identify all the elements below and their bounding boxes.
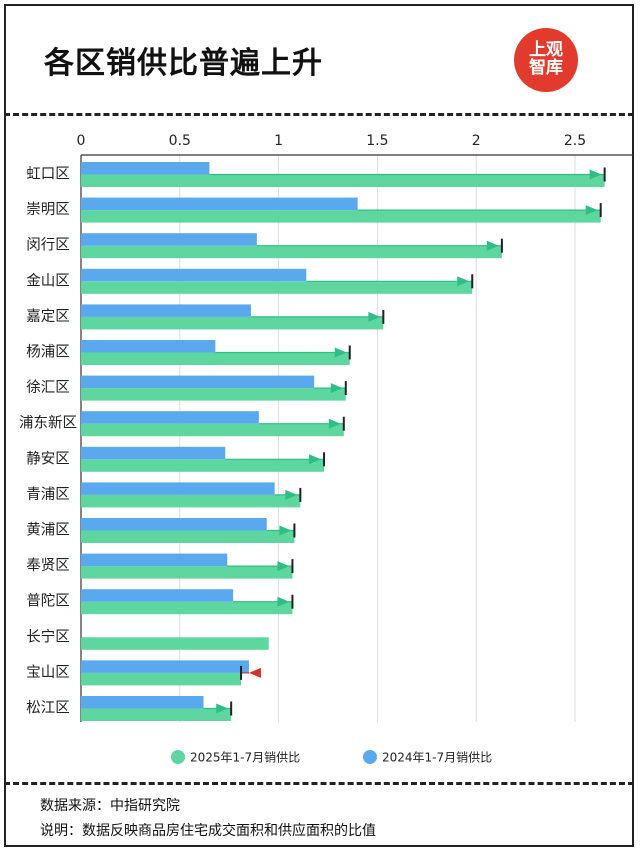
bottom-divider xyxy=(4,782,634,785)
legend-item-2025-marker xyxy=(171,750,185,764)
y-category-label: 闵行区 xyxy=(26,237,70,254)
bar-2025 xyxy=(81,494,301,508)
change-arrow-head xyxy=(330,383,343,394)
bar-2024 xyxy=(81,482,275,495)
bar-2025 xyxy=(81,708,232,721)
x-tick-label: 2 xyxy=(472,133,481,149)
y-category-label: 普陀区 xyxy=(26,593,70,610)
y-category-label: 松江区 xyxy=(26,700,70,717)
bar-2025 xyxy=(81,210,601,223)
bar-2025 xyxy=(81,601,293,615)
page-title: 各区销供比普遍上升 xyxy=(44,46,323,81)
top-divider xyxy=(4,113,634,116)
y-category-label: 黄浦区 xyxy=(26,522,70,539)
y-category-label: 虹口区 xyxy=(26,166,70,183)
bar-2024 xyxy=(81,162,210,175)
bar-2024 xyxy=(81,660,249,673)
change-arrow-head xyxy=(285,489,298,500)
change-arrow-head xyxy=(368,311,381,322)
y-category-label: 徐汇区 xyxy=(26,379,70,396)
change-arrow-head xyxy=(277,596,290,607)
bar-2025 xyxy=(81,672,242,686)
y-category-label: 宝山区 xyxy=(26,664,70,681)
legend-item-2024-marker xyxy=(363,750,377,764)
y-category-label: 杨浦区 xyxy=(26,344,70,361)
bar-2024 xyxy=(81,268,307,282)
change-arrow-head xyxy=(328,418,341,429)
frame-border xyxy=(4,4,634,847)
bar-2024 xyxy=(81,411,259,424)
bar-2025 xyxy=(81,388,346,401)
y-category-label: 长宁区 xyxy=(26,628,70,645)
bar-2025 xyxy=(81,281,473,294)
change-arrow-head xyxy=(309,454,322,465)
y-category-label: 静安区 xyxy=(26,450,70,467)
change-arrow-head xyxy=(216,703,229,714)
y-category-label: 崇明区 xyxy=(26,201,70,218)
bar-2024 xyxy=(81,518,267,531)
bar-2025 xyxy=(81,352,350,365)
bar-2025 xyxy=(81,566,293,579)
bar-2024 xyxy=(81,553,228,567)
x-tick-label: 0.5 xyxy=(169,133,191,149)
bar-2025 xyxy=(81,637,269,650)
legend-item-2025-label: 2025年1-7月销供比 xyxy=(190,751,300,765)
bar-2025 xyxy=(81,459,325,472)
y-category-label: 青浦区 xyxy=(26,486,70,503)
x-tick-label: 0 xyxy=(77,133,86,149)
y-category-label: 金山区 xyxy=(26,272,70,289)
bar-2024 xyxy=(81,446,226,460)
x-tick-label: 1.5 xyxy=(366,133,388,149)
change-arrow-head xyxy=(585,205,598,216)
bar-2024 xyxy=(81,304,251,317)
change-arrow-head xyxy=(457,276,470,287)
legend-item-2024-label: 2024年1-7月销供比 xyxy=(382,751,492,765)
y-category-label: 浦东新区 xyxy=(19,415,77,432)
bar-2025 xyxy=(81,423,344,437)
bar-2024 xyxy=(81,589,234,602)
y-category-label: 嘉定区 xyxy=(26,308,70,325)
bar-2024 xyxy=(81,696,204,709)
change-arrow-head xyxy=(334,347,347,358)
bar-2024 xyxy=(81,233,257,246)
change-arrow-head xyxy=(277,561,290,572)
brand-logo: 上观 智库 xyxy=(514,28,578,92)
logo-line-1: 上观 xyxy=(529,40,563,61)
bar-2024 xyxy=(81,340,216,353)
bar-2025 xyxy=(81,316,384,330)
bar-2024 xyxy=(81,197,358,211)
bar-2024 xyxy=(81,375,315,389)
change-arrow-head xyxy=(248,667,261,678)
y-category-label: 奉贤区 xyxy=(26,557,70,574)
x-tick-label: 1 xyxy=(274,133,283,149)
change-arrow-head xyxy=(486,240,499,251)
bar-chart: 0 0.5 1 1.5 2 2.5 虹口区崇明区闵行区金山区嘉定区杨浦区徐汇区浦东新区静安区… xyxy=(19,133,633,765)
bar-2025 xyxy=(81,530,295,543)
bar-2025 xyxy=(81,245,502,259)
logo-line-2: 智库 xyxy=(529,58,563,78)
source-text: 数据来源：中指研究院 xyxy=(40,798,180,814)
bar-2025 xyxy=(81,174,605,187)
note-text: 说明：数据反映商品房住宅成交面积和供应面积的比值 xyxy=(40,823,376,839)
change-arrow-head xyxy=(279,525,292,536)
x-tick-label: 2.5 xyxy=(564,133,586,149)
change-arrow-head xyxy=(589,169,602,180)
